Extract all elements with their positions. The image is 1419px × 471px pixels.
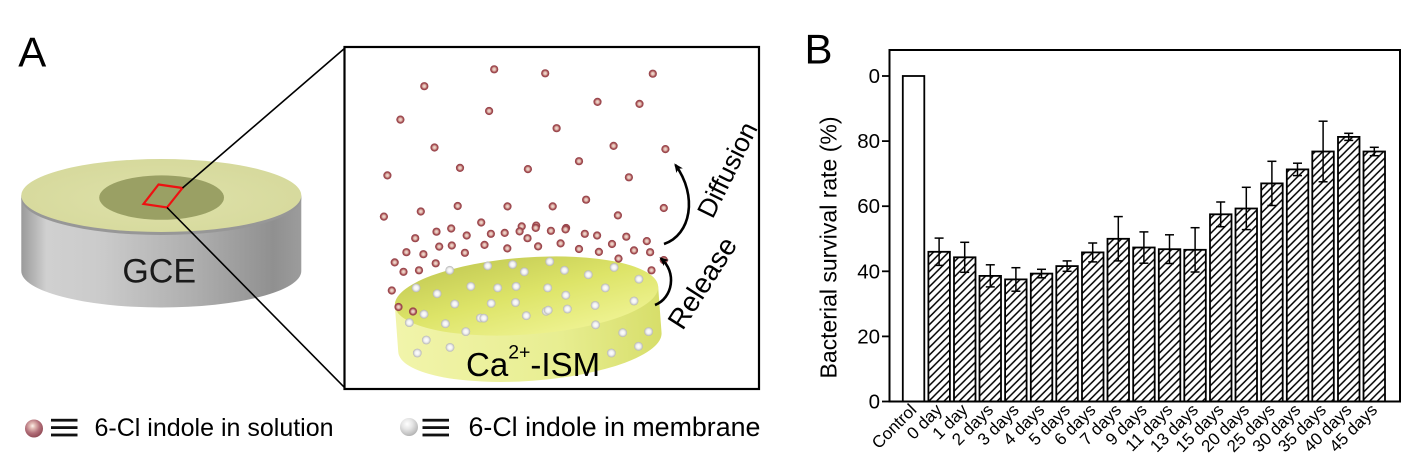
svg-text:40: 40 [857, 260, 880, 283]
svg-text:Ca2+-ISM: Ca2+-ISM [466, 342, 600, 384]
svg-text:20: 20 [857, 325, 880, 348]
svg-text:0: 0 [869, 65, 880, 88]
svg-text:80: 80 [857, 130, 880, 153]
svg-text:60: 60 [857, 195, 880, 218]
svg-text:0: 0 [869, 391, 880, 414]
svg-text:6-Cl indole in solution: 6-Cl indole in solution [95, 414, 334, 442]
svg-text:B: B [805, 25, 833, 72]
svg-text:Bacterial survival rate (%): Bacterial survival rate (%) [816, 116, 842, 378]
svg-text:A: A [18, 29, 46, 76]
svg-text:GCE: GCE [122, 253, 196, 291]
svg-text:6-Cl indole in membrane: 6-Cl indole in membrane [469, 412, 761, 442]
